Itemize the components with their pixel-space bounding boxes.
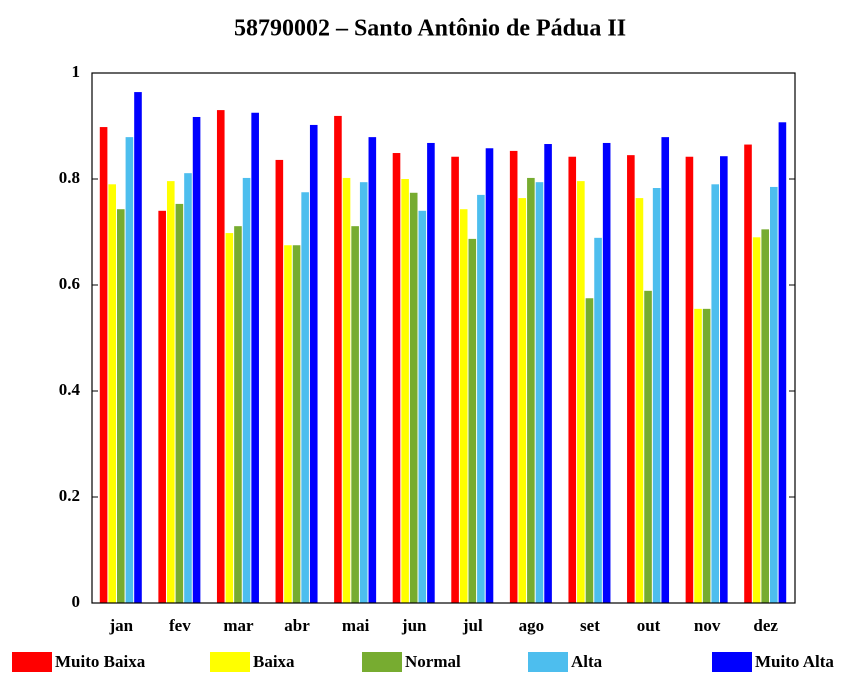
bar — [577, 181, 585, 603]
bar — [451, 156, 459, 604]
y-tick-label: 0.8 — [59, 168, 80, 187]
x-tick-label: ago — [519, 616, 545, 635]
bar — [409, 192, 418, 603]
legend-label: Alta — [571, 652, 603, 671]
bar — [568, 156, 577, 604]
legend-label: Muito Baixa — [55, 652, 146, 671]
x-tick-label: dez — [753, 616, 778, 635]
bar — [292, 245, 301, 603]
bar — [166, 181, 175, 603]
bar — [301, 192, 309, 603]
bar — [368, 137, 377, 603]
bar — [711, 184, 720, 604]
bar — [418, 210, 427, 604]
bar — [108, 184, 116, 604]
bar — [309, 124, 318, 603]
bar — [485, 148, 494, 603]
bar — [602, 142, 611, 603]
chart-title: 58790002 – Santo Antônio de Pádua II — [234, 16, 626, 42]
legend-label: Muito Alta — [755, 652, 834, 671]
bar — [477, 194, 485, 603]
bar — [694, 308, 702, 603]
bar — [778, 122, 787, 603]
bar — [761, 229, 770, 603]
legend-swatch — [210, 652, 250, 672]
bar — [702, 308, 711, 603]
bar — [627, 155, 635, 603]
bar — [284, 245, 292, 603]
bar — [509, 150, 518, 603]
bar — [251, 112, 259, 603]
x-tick-label: set — [580, 616, 600, 635]
bar — [535, 182, 544, 603]
bar — [175, 203, 184, 603]
bar — [275, 159, 284, 604]
bar — [392, 153, 401, 603]
bar — [359, 182, 368, 603]
bar — [116, 209, 125, 603]
bar — [720, 156, 728, 603]
bar — [351, 226, 359, 604]
x-tick-label: mai — [342, 616, 370, 635]
legend-label: Normal — [405, 652, 461, 671]
bar — [744, 144, 752, 604]
bar — [544, 144, 552, 603]
bar — [342, 177, 351, 603]
bar — [99, 127, 108, 603]
bar — [125, 137, 134, 603]
legend-swatch — [528, 652, 568, 672]
y-tick-label: 0.6 — [59, 274, 80, 293]
bar — [401, 179, 409, 603]
legend-label: Baixa — [253, 652, 295, 671]
bar — [635, 198, 644, 603]
bar — [468, 238, 477, 603]
bar — [652, 188, 661, 603]
bar — [234, 226, 242, 604]
y-tick-label: 0 — [72, 592, 81, 611]
bar — [685, 156, 694, 604]
x-tick-label: mar — [223, 616, 254, 635]
bar — [459, 209, 468, 603]
legend-swatch — [362, 652, 402, 672]
plot-frame — [91, 72, 796, 604]
bar — [184, 173, 192, 604]
bar — [585, 298, 594, 603]
bar — [594, 237, 602, 603]
x-tick-label: jul — [462, 616, 483, 635]
bar — [242, 177, 251, 603]
bar — [427, 142, 435, 603]
x-tick-label: out — [637, 616, 661, 635]
bar — [770, 186, 778, 603]
y-tick-label: 1 — [72, 62, 81, 81]
bar — [661, 137, 670, 603]
x-tick-label: abr — [284, 616, 310, 635]
bar — [192, 116, 201, 604]
x-tick-label: jan — [108, 616, 133, 635]
bar — [518, 198, 527, 603]
x-tick-label: jun — [401, 616, 427, 635]
bar — [752, 237, 761, 604]
legend-swatch — [12, 652, 52, 672]
bar — [158, 210, 166, 604]
y-tick-label: 0.4 — [59, 380, 81, 399]
bar — [334, 115, 342, 604]
y-tick-label: 0.2 — [59, 486, 80, 505]
x-tick-label: nov — [694, 616, 721, 635]
bar — [527, 177, 535, 603]
legend-swatch — [712, 652, 752, 672]
bar — [216, 110, 225, 603]
bar — [225, 233, 234, 603]
bar — [644, 290, 652, 603]
bar — [134, 92, 142, 603]
x-tick-label: fev — [169, 616, 191, 635]
